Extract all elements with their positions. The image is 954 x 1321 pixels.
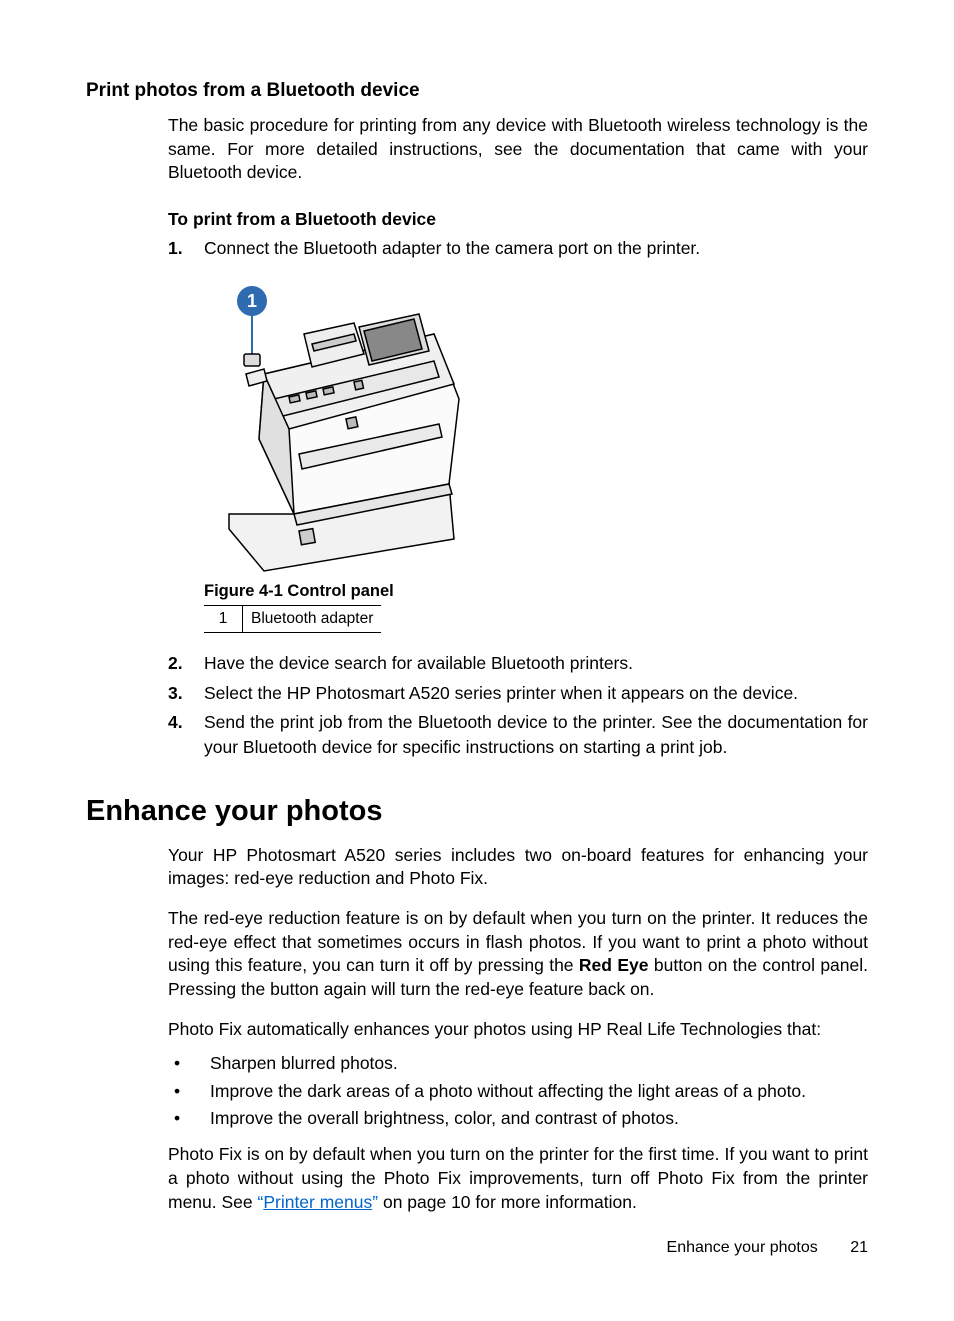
footer-page-number: 21 bbox=[850, 1239, 868, 1256]
section-heading-bluetooth: Print photos from a Bluetooth device bbox=[86, 80, 868, 102]
footer-title: Enhance your photos bbox=[667, 1239, 818, 1256]
callout-number: 1 bbox=[247, 291, 257, 311]
enhance-p3: Photo Fix automatically enhances your ph… bbox=[168, 1018, 868, 1042]
legend-value: Bluetooth adapter bbox=[243, 606, 382, 633]
bullet-2: • Improve the dark areas of a photo with… bbox=[168, 1079, 868, 1104]
step-number: 4. bbox=[168, 710, 204, 761]
bullet-marker: • bbox=[168, 1051, 210, 1076]
figure-legend-table: 1 Bluetooth adapter bbox=[204, 605, 381, 633]
enhance-p2: The red-eye reduction feature is on by d… bbox=[168, 907, 868, 1002]
section1-body: The basic procedure for printing from an… bbox=[168, 114, 868, 761]
bullet-marker: • bbox=[168, 1079, 210, 1104]
step-3: 3. Select the HP Photosmart A520 series … bbox=[168, 681, 868, 706]
step-number: 3. bbox=[168, 681, 204, 706]
intro-paragraph: The basic procedure for printing from an… bbox=[168, 114, 868, 185]
step-2: 2. Have the device search for available … bbox=[168, 651, 868, 676]
section-heading-enhance: Enhance your photos bbox=[86, 795, 868, 828]
step-text: Have the device search for available Blu… bbox=[204, 651, 868, 676]
red-eye-bold: Red Eye bbox=[579, 955, 649, 975]
step-1: 1. Connect the Bluetooth adapter to the … bbox=[168, 236, 868, 261]
figure-block: 1 bbox=[204, 279, 868, 633]
page-footer: Enhance your photos 21 bbox=[667, 1239, 868, 1257]
photofix-bullets: • Sharpen blurred photos. • Improve the … bbox=[168, 1051, 868, 1131]
step-4: 4. Send the print job from the Bluetooth… bbox=[168, 710, 868, 761]
figure-caption: Figure 4-1 Control panel bbox=[204, 582, 868, 601]
bullet-3: • Improve the overall brightness, color,… bbox=[168, 1106, 868, 1131]
bullet-1: • Sharpen blurred photos. bbox=[168, 1051, 868, 1076]
step-text: Select the HP Photosmart A520 series pri… bbox=[204, 681, 868, 706]
step-number: 1. bbox=[168, 236, 204, 261]
bullet-text: Sharpen blurred photos. bbox=[210, 1051, 398, 1076]
step-text: Connect the Bluetooth adapter to the cam… bbox=[204, 236, 868, 261]
page: Print photos from a Bluetooth device The… bbox=[0, 0, 954, 1321]
steps-list-bottom: 2. Have the device search for available … bbox=[168, 651, 868, 761]
enhance-p4: Photo Fix is on by default when you turn… bbox=[168, 1143, 868, 1214]
bullet-text: Improve the dark areas of a photo withou… bbox=[210, 1079, 806, 1104]
legend-key: 1 bbox=[204, 606, 243, 633]
subheading-to-print: To print from a Bluetooth device bbox=[168, 209, 868, 230]
steps-list-top: 1. Connect the Bluetooth adapter to the … bbox=[168, 236, 868, 261]
step-number: 2. bbox=[168, 651, 204, 676]
step-text: Send the print job from the Bluetooth de… bbox=[204, 710, 868, 761]
bullet-marker: • bbox=[168, 1106, 210, 1131]
section2-body: Your HP Photosmart A520 series includes … bbox=[168, 844, 868, 1214]
enhance-p1: Your HP Photosmart A520 series includes … bbox=[168, 844, 868, 891]
p4-part-b: on page 10 for more information. bbox=[378, 1192, 637, 1212]
bullet-text: Improve the overall brightness, color, a… bbox=[210, 1106, 679, 1131]
printer-menus-link[interactable]: Printer menus bbox=[263, 1192, 372, 1212]
printer-illustration: 1 bbox=[204, 279, 474, 574]
legend-row: 1 Bluetooth adapter bbox=[204, 606, 381, 633]
